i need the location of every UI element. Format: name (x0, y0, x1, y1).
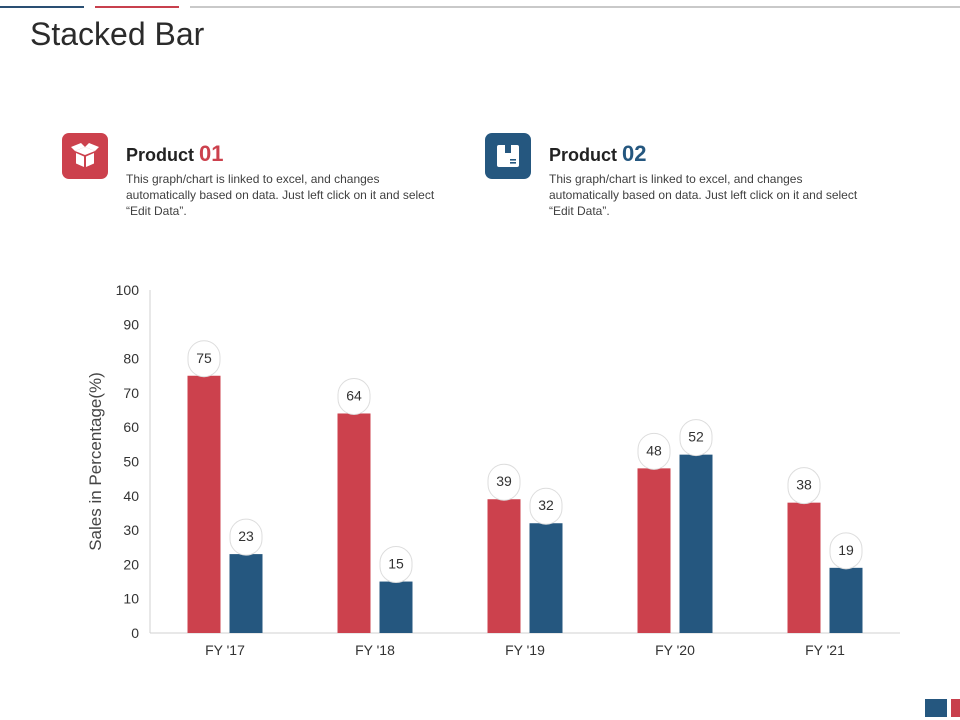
x-tick-label: FY '17 (205, 642, 245, 658)
product-01-heading: Product 01 (126, 141, 224, 167)
bar-2 (679, 454, 713, 633)
data-label-bubble (337, 377, 371, 415)
data-label-bubble (787, 467, 821, 505)
y-tick-label: 40 (123, 488, 139, 504)
data-label-bubble (637, 432, 671, 470)
bar-1 (337, 413, 371, 633)
brand-square-red (951, 699, 960, 717)
data-label: 32 (538, 497, 554, 513)
data-label-bubble (229, 518, 263, 556)
x-tick-label: FY '21 (805, 642, 845, 658)
data-label-bubble (379, 546, 413, 584)
data-label: 15 (388, 556, 404, 572)
data-label-bubble (187, 340, 221, 378)
bar-2 (379, 581, 413, 633)
box-open-icon (62, 133, 108, 179)
y-tick-label: 30 (123, 522, 139, 538)
data-label-bubble (529, 487, 563, 525)
header-divider (190, 6, 960, 8)
y-axis-title: Sales in Percentage(%) (86, 372, 105, 551)
product-02-label: Product (549, 145, 618, 165)
bar-2 (529, 523, 563, 633)
data-label: 23 (238, 528, 254, 544)
data-label: 64 (346, 387, 362, 403)
y-tick-label: 60 (123, 419, 139, 435)
x-tick-label: FY '18 (355, 642, 395, 658)
y-tick-label: 80 (123, 351, 139, 367)
page-title: Stacked Bar (30, 16, 205, 52)
y-tick-label: 100 (116, 282, 140, 298)
product-02-number: 02 (622, 141, 647, 166)
accent-line-blue (0, 6, 84, 8)
data-label: 75 (196, 350, 212, 366)
data-label-bubble (829, 532, 863, 570)
bar-1 (637, 468, 671, 633)
product-02-description: This graph/chart is linked to excel, and… (549, 172, 858, 218)
data-label: 19 (838, 542, 854, 558)
x-tick-label: FY '20 (655, 642, 695, 658)
product-01-number: 01 (199, 141, 224, 166)
bar-1 (487, 499, 521, 633)
bar-1 (787, 502, 821, 633)
product-01-label: Product (126, 145, 195, 165)
y-tick-label: 20 (123, 556, 139, 572)
package-icon (485, 133, 531, 179)
data-label: 38 (796, 477, 812, 493)
accent-line-red (95, 6, 179, 8)
bar-2 (229, 554, 263, 633)
product-01-description: This graph/chart is linked to excel, and… (126, 172, 435, 218)
data-label: 48 (646, 442, 662, 458)
product-02-heading: Product 02 (549, 141, 647, 167)
y-tick-label: 10 (123, 591, 139, 607)
data-label-bubble (679, 419, 713, 457)
y-tick-label: 0 (131, 625, 139, 641)
bar-chart: 0 10 20 30 40 50 60 70 80 90 100 Sales in Percentag… (86, 282, 900, 658)
bar-2 (829, 567, 863, 633)
bar-1 (187, 375, 221, 633)
data-label: 52 (688, 429, 704, 445)
y-tick-label: 70 (123, 385, 139, 401)
x-tick-label: FY '19 (505, 642, 545, 658)
brand-square-blue (925, 699, 947, 717)
y-tick-label: 90 (123, 316, 139, 332)
y-tick-label: 50 (123, 454, 139, 470)
data-label: 39 (496, 473, 512, 489)
data-label-bubble (487, 463, 521, 501)
